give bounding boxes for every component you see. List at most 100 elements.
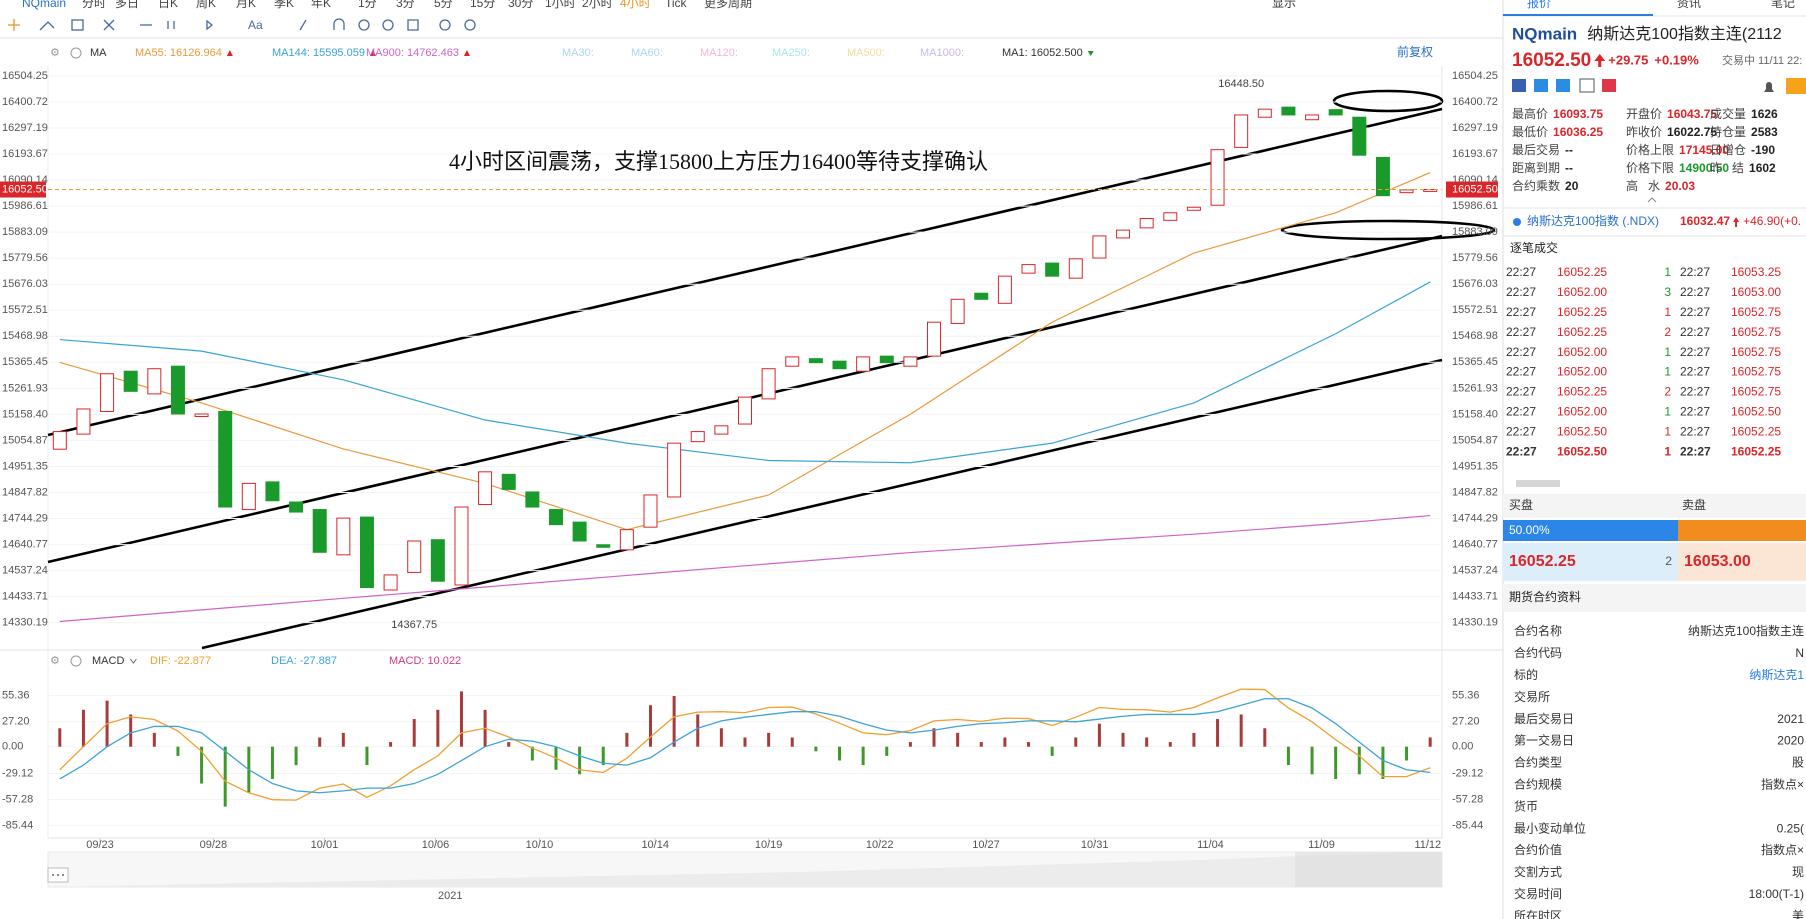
y-tick-label: 16297.19 (2, 122, 48, 134)
toolbar-tab[interactable]: 3分 (396, 0, 415, 10)
y-tick-label-right: 16504.25 (1452, 70, 1498, 82)
legend-entry-inactive[interactable]: MA500: (847, 47, 885, 59)
stat-label: 最低价 (1512, 125, 1548, 139)
ask-ratio-bar (1678, 520, 1806, 541)
tick-time: 22:27 (1506, 265, 1536, 279)
navigator-window[interactable] (1295, 852, 1442, 887)
toolbar-tab[interactable]: 年K (311, 0, 331, 10)
indicator-label[interactable]: MACD (92, 655, 124, 667)
tick-time: 22:27 (1506, 325, 1536, 339)
toolbar-tab[interactable]: 5分 (434, 0, 453, 10)
toolbar-tab[interactable]: 15分 (470, 0, 495, 10)
stat-value: 1626 (1751, 107, 1778, 121)
toolbar-tab[interactable]: 月K (236, 0, 256, 10)
panel-tab[interactable]: 资讯 (1677, 0, 1701, 10)
toolbar-tab[interactable]: 季K (274, 0, 294, 10)
legend-entry-inactive[interactable]: MA250: (772, 47, 810, 59)
candle-body (312, 509, 327, 553)
tick-volume: 1 (1664, 265, 1671, 279)
toolbar-tab[interactable]: 日K (158, 0, 178, 10)
toolbar-tab[interactable]: 2小时 (582, 0, 613, 10)
tick-price: 16052.00 (1557, 285, 1607, 299)
x-tick-label: 10/27 (972, 839, 1000, 851)
toolbar-tab[interactable]: 多日 (115, 0, 139, 10)
y-tick-label: 55.36 (2, 690, 30, 702)
y-tick-label: -29.12 (2, 767, 33, 779)
y-tick-label-right: 16297.19 (1452, 122, 1498, 134)
candle-body (785, 356, 800, 367)
stat-value: 20.03 (1665, 179, 1695, 193)
toolbar-tab[interactable]: 周K (196, 0, 216, 10)
y-tick-label-right: 15676.03 (1452, 278, 1498, 290)
candle-body (525, 491, 540, 508)
toolbar-tab[interactable]: Tick (665, 0, 688, 10)
x-tick-label: 11/12 (1414, 839, 1441, 851)
toolbar-tab[interactable]: 分时 (82, 0, 106, 10)
close-icon[interactable] (70, 655, 82, 667)
y-tick-label-right: 14744.29 (1452, 512, 1498, 524)
contract-label: 合约名称 (1514, 623, 1562, 638)
toolbar-tab[interactable]: 30分 (508, 0, 533, 10)
panel-tab[interactable]: 报价 (1527, 0, 1551, 10)
x-tick-label: 10/14 (641, 839, 669, 851)
legend-entry: MA55: 16126.964 (135, 47, 222, 59)
macd-line (59, 688, 1431, 801)
price: 16052.50 (1512, 50, 1591, 71)
y-tick-label-right: 27.20 (1452, 716, 1480, 728)
y-tick-label: 15572.51 (2, 304, 48, 316)
toolbar-display[interactable]: 显示 (1272, 0, 1296, 10)
toolbar-tab[interactable]: 1小时 (545, 0, 576, 10)
legend-entry-inactive[interactable]: MA1000: (920, 47, 964, 59)
legend-entry-inactive[interactable]: MA30: (562, 47, 594, 59)
status: 交易中 11/11 22: (1722, 53, 1802, 67)
x-tick-label: 10/22 (866, 839, 894, 851)
panel-tab[interactable]: 笔记 (1771, 0, 1795, 10)
bid-ratio-bar (1503, 520, 1678, 541)
tick-time: 22:27 (1506, 345, 1536, 359)
right-panel (1503, 0, 1806, 919)
toolbar-tab[interactable]: 1分 (358, 0, 377, 10)
tick-time: 22:27 (1680, 365, 1710, 379)
toolbar-font-tool[interactable]: Aa (248, 18, 263, 32)
index-price: 16032.47 (1680, 214, 1730, 228)
stat-label: 最高价 (1512, 106, 1548, 121)
y-tick-label: 15054.87 (2, 434, 48, 446)
y-tick-label: 14330.19 (2, 617, 48, 629)
contract-value[interactable]: 纳斯达克1 (1749, 668, 1804, 682)
tick-volume: 3 (1664, 285, 1671, 299)
candle-body (501, 473, 516, 490)
y-tick-label-right: 14640.77 (1452, 538, 1498, 550)
tick-price: 16052.75 (1731, 365, 1781, 379)
legend-entry-inactive[interactable]: MA120: (700, 47, 738, 59)
toolbar-tab[interactable]: 更多周期 (704, 0, 752, 10)
legend-entry-inactive[interactable]: MA60: (631, 47, 663, 59)
candle-body (1092, 235, 1107, 259)
candle-body (1352, 116, 1367, 156)
contract-label: 合约代码 (1514, 645, 1562, 660)
legend-entry: MA900: 14762.463 (366, 47, 459, 59)
y-tick-label: 15779.56 (2, 252, 48, 264)
y-tick-label: 14744.29 (2, 512, 48, 524)
candle-body (430, 539, 445, 582)
candle-body (1210, 149, 1225, 206)
toolbar-tab[interactable]: 4小时 (620, 0, 651, 10)
stat-label: 最后交易 (1512, 142, 1560, 157)
collapse-arrow[interactable] (1647, 197, 1657, 203)
tick-price: 16052.50 (1557, 444, 1607, 458)
candle-body (1163, 212, 1178, 221)
candle-body (1021, 264, 1036, 274)
close-icon[interactable] (70, 47, 82, 59)
adjust-button[interactable]: 前复权 (1397, 44, 1433, 59)
bid-ratio: 50.00% (1509, 523, 1550, 537)
toolbar-tab[interactable]: NQmain (22, 0, 66, 10)
y-tick-label-right: -85.44 (1452, 819, 1483, 831)
y-tick-label: 14433.71 (2, 591, 48, 603)
scrollbar[interactable] (1516, 480, 1560, 487)
candle-body (1257, 108, 1272, 118)
candle-body (478, 471, 493, 506)
bid-label: 买盘 (1509, 497, 1533, 512)
ask-label: 卖盘 (1682, 497, 1706, 512)
tick-time: 22:27 (1506, 285, 1536, 299)
legend-entry: MA144: 15595.059 (272, 47, 365, 59)
y-tick-label-right: 15883.09 (1452, 226, 1498, 238)
